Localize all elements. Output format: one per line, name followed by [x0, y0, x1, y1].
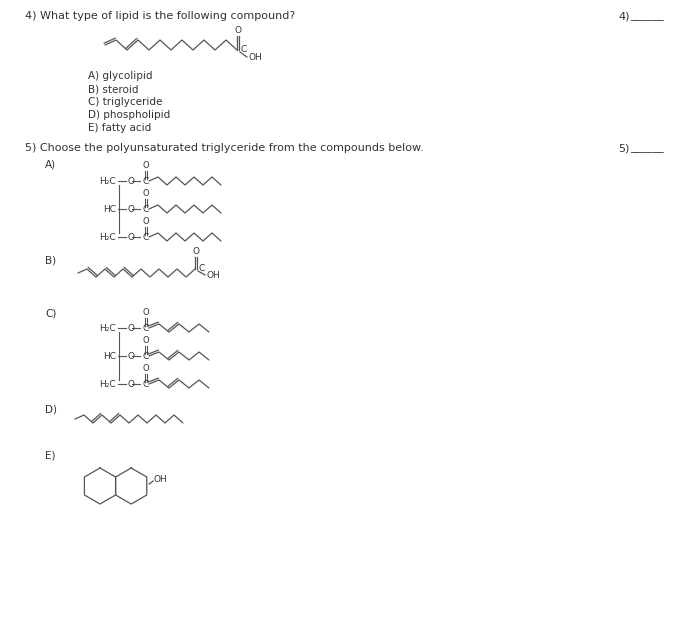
Text: C: C	[240, 44, 246, 53]
Text: 5) Choose the polyunsaturated triglyceride from the compounds below.: 5) Choose the polyunsaturated triglyceri…	[25, 143, 423, 153]
Text: O: O	[143, 189, 149, 198]
Text: B) steroid: B) steroid	[88, 84, 139, 94]
Text: D): D)	[45, 404, 57, 414]
Text: C: C	[142, 204, 148, 213]
Text: 4) What type of lipid is the following compound?: 4) What type of lipid is the following c…	[25, 11, 295, 21]
Text: C: C	[142, 379, 148, 388]
Text: 4): 4)	[618, 11, 629, 21]
Text: OH: OH	[248, 53, 262, 62]
Text: H₂C: H₂C	[99, 233, 116, 242]
Text: H₂C: H₂C	[99, 324, 116, 333]
Text: O: O	[127, 351, 134, 360]
Text: O: O	[193, 247, 200, 256]
Text: C: C	[198, 263, 204, 272]
Text: C): C)	[45, 308, 57, 318]
Text: B): B)	[45, 255, 56, 265]
Text: HC: HC	[103, 204, 116, 213]
Text: O: O	[127, 204, 134, 213]
Text: C: C	[142, 176, 148, 185]
Text: E) fatty acid: E) fatty acid	[88, 123, 151, 133]
Text: ______: ______	[630, 143, 664, 153]
Text: O: O	[143, 161, 149, 170]
Text: 5): 5)	[618, 143, 629, 153]
Text: OH: OH	[153, 476, 167, 485]
Text: O: O	[127, 233, 134, 242]
Text: C: C	[142, 324, 148, 333]
Text: C: C	[142, 351, 148, 360]
Text: A) glycolipid: A) glycolipid	[88, 71, 153, 81]
Text: ______: ______	[630, 11, 664, 21]
Text: O: O	[143, 336, 149, 345]
Text: O: O	[234, 26, 241, 35]
Text: E): E)	[45, 451, 55, 461]
Text: O: O	[143, 308, 149, 317]
Text: O: O	[127, 324, 134, 333]
Text: C) triglyceride: C) triglyceride	[88, 97, 162, 107]
Text: O: O	[143, 217, 149, 226]
Text: A): A)	[45, 159, 56, 169]
Text: H₂C: H₂C	[99, 176, 116, 185]
Text: C: C	[142, 233, 148, 242]
Text: O: O	[127, 379, 134, 388]
Text: H₂C: H₂C	[99, 379, 116, 388]
Text: O: O	[143, 364, 149, 373]
Text: OH: OH	[206, 271, 220, 279]
Text: HC: HC	[103, 351, 116, 360]
Text: D) phospholipid: D) phospholipid	[88, 110, 170, 120]
Text: O: O	[127, 176, 134, 185]
